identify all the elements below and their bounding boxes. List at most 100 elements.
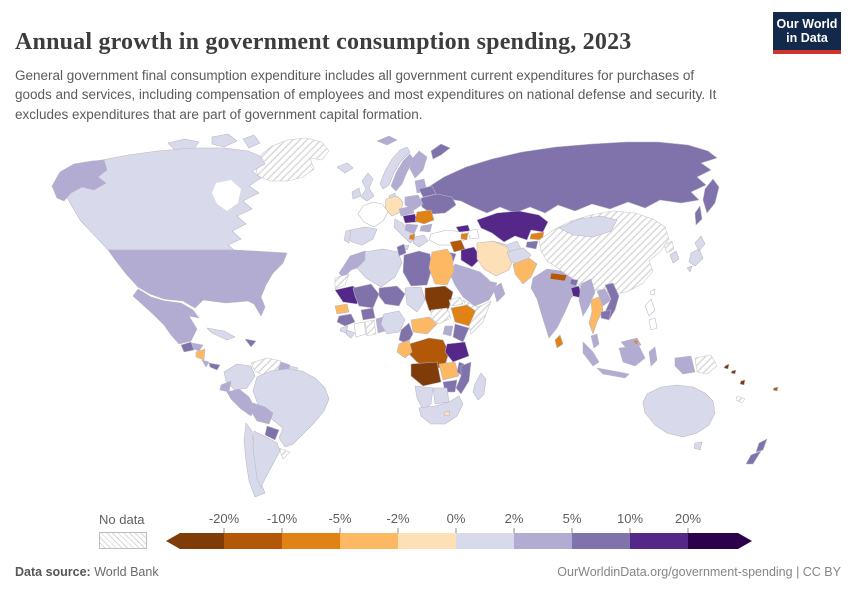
- country-western-sahara[interactable]: [334, 273, 350, 290]
- country-angola[interactable]: [410, 361, 442, 387]
- country-canada[interactable]: [61, 147, 266, 251]
- country-ukraine[interactable]: [420, 193, 457, 215]
- country-central-african-republic[interactable]: [410, 316, 438, 335]
- country-cameroon[interactable]: [398, 322, 414, 345]
- legend-segment-neg3[interactable]: [224, 533, 282, 549]
- country-saudi-arabia[interactable]: [449, 263, 496, 307]
- country-romania[interactable]: [414, 209, 435, 225]
- legend-segment-neg0[interactable]: [398, 533, 456, 549]
- country-north-korea[interactable]: [663, 240, 675, 254]
- country-australia[interactable]: [642, 384, 716, 451]
- country-lesotho[interactable]: [443, 410, 451, 417]
- country-mexico[interactable]: [132, 288, 200, 345]
- country-uganda[interactable]: [442, 325, 454, 337]
- country-zambia[interactable]: [438, 361, 460, 381]
- country-poland[interactable]: [404, 194, 424, 211]
- country-nigeria[interactable]: [380, 310, 406, 335]
- country-mali[interactable]: [352, 283, 380, 309]
- country-nepal[interactable]: [549, 272, 568, 282]
- country-usa-alaska[interactable]: [51, 159, 108, 202]
- country-greenland[interactable]: [254, 137, 330, 182]
- country-new-caledonia[interactable]: [735, 395, 746, 404]
- country-austria-czechia[interactable]: [398, 205, 415, 217]
- country-russia-kamchatka[interactable]: [702, 178, 720, 214]
- country-kazakhstan[interactable]: [476, 210, 549, 243]
- country-eritrea[interactable]: [448, 296, 464, 307]
- country-south-africa[interactable]: [418, 395, 464, 425]
- country-paraguay[interactable]: [264, 425, 280, 441]
- legend-segment-neg1[interactable]: [340, 533, 398, 549]
- country-mozambique[interactable]: [455, 361, 472, 395]
- country-cambodia[interactable]: [600, 309, 612, 321]
- country-brunei[interactable]: [632, 339, 639, 346]
- legend-segment-pos1[interactable]: [514, 533, 572, 549]
- country-united-kingdom[interactable]: [360, 172, 375, 202]
- country-norway[interactable]: [379, 146, 411, 190]
- country-costa-rica[interactable]: [201, 359, 210, 368]
- country-ghana[interactable]: [364, 319, 377, 337]
- country-ivory-coast[interactable]: [353, 321, 367, 338]
- country-finland[interactable]: [409, 150, 428, 179]
- country-oman[interactable]: [492, 282, 506, 303]
- country-nicaragua[interactable]: [195, 348, 206, 361]
- country-iceland[interactable]: [336, 162, 354, 174]
- country-uruguay[interactable]: [278, 447, 291, 460]
- country-panama[interactable]: [208, 362, 221, 371]
- country-russia-sakhalin[interactable]: [694, 205, 703, 226]
- country-cuba[interactable]: [206, 327, 236, 341]
- country-south-korea[interactable]: [669, 250, 680, 264]
- country-chad[interactable]: [404, 286, 426, 313]
- legend-segment-pos0[interactable]: [456, 533, 514, 549]
- country-gabon-congo[interactable]: [396, 339, 413, 359]
- country-argentina[interactable]: [252, 430, 281, 488]
- country-iraq[interactable]: [460, 246, 482, 268]
- country-iran[interactable]: [476, 240, 515, 277]
- country-svalbard[interactable]: [376, 135, 398, 146]
- country-usa[interactable]: [107, 249, 288, 317]
- country-libya[interactable]: [402, 250, 433, 287]
- country-philippines[interactable]: [644, 298, 658, 331]
- country-tunisia[interactable]: [396, 243, 407, 257]
- country-papua-new-guinea[interactable]: [694, 354, 718, 375]
- country-spain[interactable]: [345, 226, 378, 246]
- country-south-sudan[interactable]: [430, 307, 452, 325]
- country-somalia[interactable]: [468, 300, 492, 335]
- country-azerbaijan[interactable]: [467, 228, 480, 240]
- country-pakistan[interactable]: [512, 257, 538, 285]
- country-taiwan[interactable]: [649, 288, 656, 296]
- country-indonesia[interactable]: [582, 341, 696, 379]
- country-botswana[interactable]: [432, 387, 450, 405]
- country-new-zealand[interactable]: [745, 438, 768, 465]
- legend-segment-neg4[interactable]: [180, 533, 224, 549]
- country-bolivia[interactable]: [250, 402, 274, 425]
- country-hungary[interactable]: [402, 213, 418, 224]
- country-algeria[interactable]: [356, 248, 403, 288]
- country-mongolia[interactable]: [558, 215, 618, 238]
- country-canada-arctic-3[interactable]: [242, 134, 261, 149]
- country-ecuador[interactable]: [219, 380, 232, 393]
- legend-arrow-left[interactable]: [166, 533, 180, 549]
- country-bulgaria[interactable]: [419, 223, 433, 233]
- legend-segment-pos2[interactable]: [572, 533, 630, 549]
- country-madagascar[interactable]: [472, 372, 487, 401]
- owid-logo[interactable]: Our World in Data: [773, 12, 841, 54]
- country-kenya[interactable]: [452, 323, 470, 343]
- country-senegal[interactable]: [334, 303, 350, 315]
- country-solomon-islands[interactable]: [723, 363, 737, 375]
- country-tanzania[interactable]: [444, 341, 470, 363]
- country-russia-novaya-zemlya[interactable]: [430, 143, 451, 160]
- country-ireland[interactable]: [351, 187, 362, 200]
- country-greece[interactable]: [412, 234, 429, 248]
- country-peru[interactable]: [226, 388, 256, 417]
- country-egypt[interactable]: [428, 248, 455, 286]
- footer-link[interactable]: OurWorldinData.org/government-spending |…: [557, 565, 841, 579]
- legend-no-data-swatch[interactable]: [99, 532, 147, 549]
- legend-segment-pos3[interactable]: [630, 533, 688, 549]
- country-niger[interactable]: [378, 285, 406, 307]
- country-uae[interactable]: [487, 280, 498, 290]
- country-vanuatu[interactable]: [739, 379, 746, 386]
- country-guatemala[interactable]: [180, 341, 195, 353]
- legend-segment-pos4[interactable]: [688, 533, 738, 549]
- country-dominican-republic[interactable]: [244, 338, 257, 348]
- country-russia[interactable]: [426, 141, 718, 214]
